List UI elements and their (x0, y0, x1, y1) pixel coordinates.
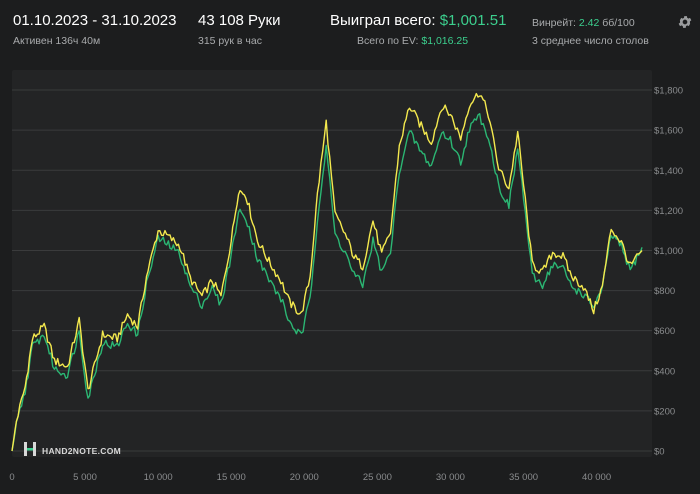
x-axis-ticks: 0 5 000 10 000 15 000 20 000 25 000 30 000 35 0… (9, 472, 611, 483)
gear-icon[interactable] (677, 14, 693, 30)
y-tick-label: $200 (654, 406, 675, 417)
y-tick-label: $800 (654, 286, 675, 297)
chart-area: $0 $200 $400 $600 $800 $1,000 $1,200 $1,400 $1,6… (0, 56, 700, 489)
y-tick-label: $1,800 (654, 86, 683, 97)
hands-per-hour: 315 рук в час (198, 35, 262, 47)
winrate-value: 2.42 (578, 17, 600, 29)
x-tick-label: 5 000 (73, 472, 97, 483)
won-total-value: $1,001.51 (439, 12, 507, 29)
y-tick-label: $1,600 (654, 126, 683, 137)
winrate-label: Винрейт: (532, 17, 576, 29)
y-tick-label: $400 (654, 366, 675, 377)
y-axis-ticks: $0 $200 $400 $600 $800 $1,000 $1,200 $1,400 $1,6… (654, 86, 683, 458)
series-lines (11, 92, 643, 452)
won-total: Выиграл всего: $1,001.51 (330, 12, 506, 29)
ev-total-label: Всего по EV: (357, 35, 419, 47)
y-tick-label: $600 (654, 326, 675, 337)
ev-series-line (11, 113, 643, 452)
ev-total-value: $1,016.25 (421, 35, 469, 47)
average-tables: 3 среднее число столов (532, 35, 649, 47)
x-tick-label: 20 000 (290, 472, 319, 483)
hand2note-logo-icon (24, 442, 36, 456)
won-total-label: Выиграл всего: (330, 12, 436, 29)
watermark: HAND2NOTE.COM (24, 442, 121, 456)
winrate-unit: бб/100 (602, 17, 635, 29)
date-range: 01.10.2023 - 31.10.2023 (13, 12, 177, 29)
x-tick-label: 40 000 (582, 472, 611, 483)
y-tick-label: $1,400 (654, 166, 683, 177)
x-tick-label: 10 000 (144, 472, 173, 483)
hands-count: 43 108 Руки (198, 12, 281, 29)
x-tick-label: 30 000 (436, 472, 465, 483)
active-time: Активен 136ч 40м (13, 35, 101, 47)
y-tick-label: $1,000 (654, 246, 683, 257)
plot-background (12, 70, 652, 457)
x-tick-label: 35 000 (509, 472, 538, 483)
winrate: Винрейт: 2.42 бб/100 (532, 17, 635, 29)
stats-header: 01.10.2023 - 31.10.2023 Активен 136ч 40м… (0, 0, 700, 56)
y-tick-label: $0 (654, 447, 665, 458)
x-tick-label: 0 (9, 472, 14, 483)
watermark-text: HAND2NOTE.COM (42, 446, 121, 456)
won-series-line (11, 92, 643, 452)
grid-lines (12, 89, 652, 452)
profit-chart: $0 $200 $400 $600 $800 $1,000 $1,200 $1,400 $1,6… (9, 70, 683, 483)
ev-total: Всего по EV: $1,016.25 (357, 35, 468, 47)
x-tick-label: 15 000 (217, 472, 246, 483)
x-tick-label: 25 000 (363, 472, 392, 483)
y-tick-label: $1,200 (654, 206, 683, 217)
